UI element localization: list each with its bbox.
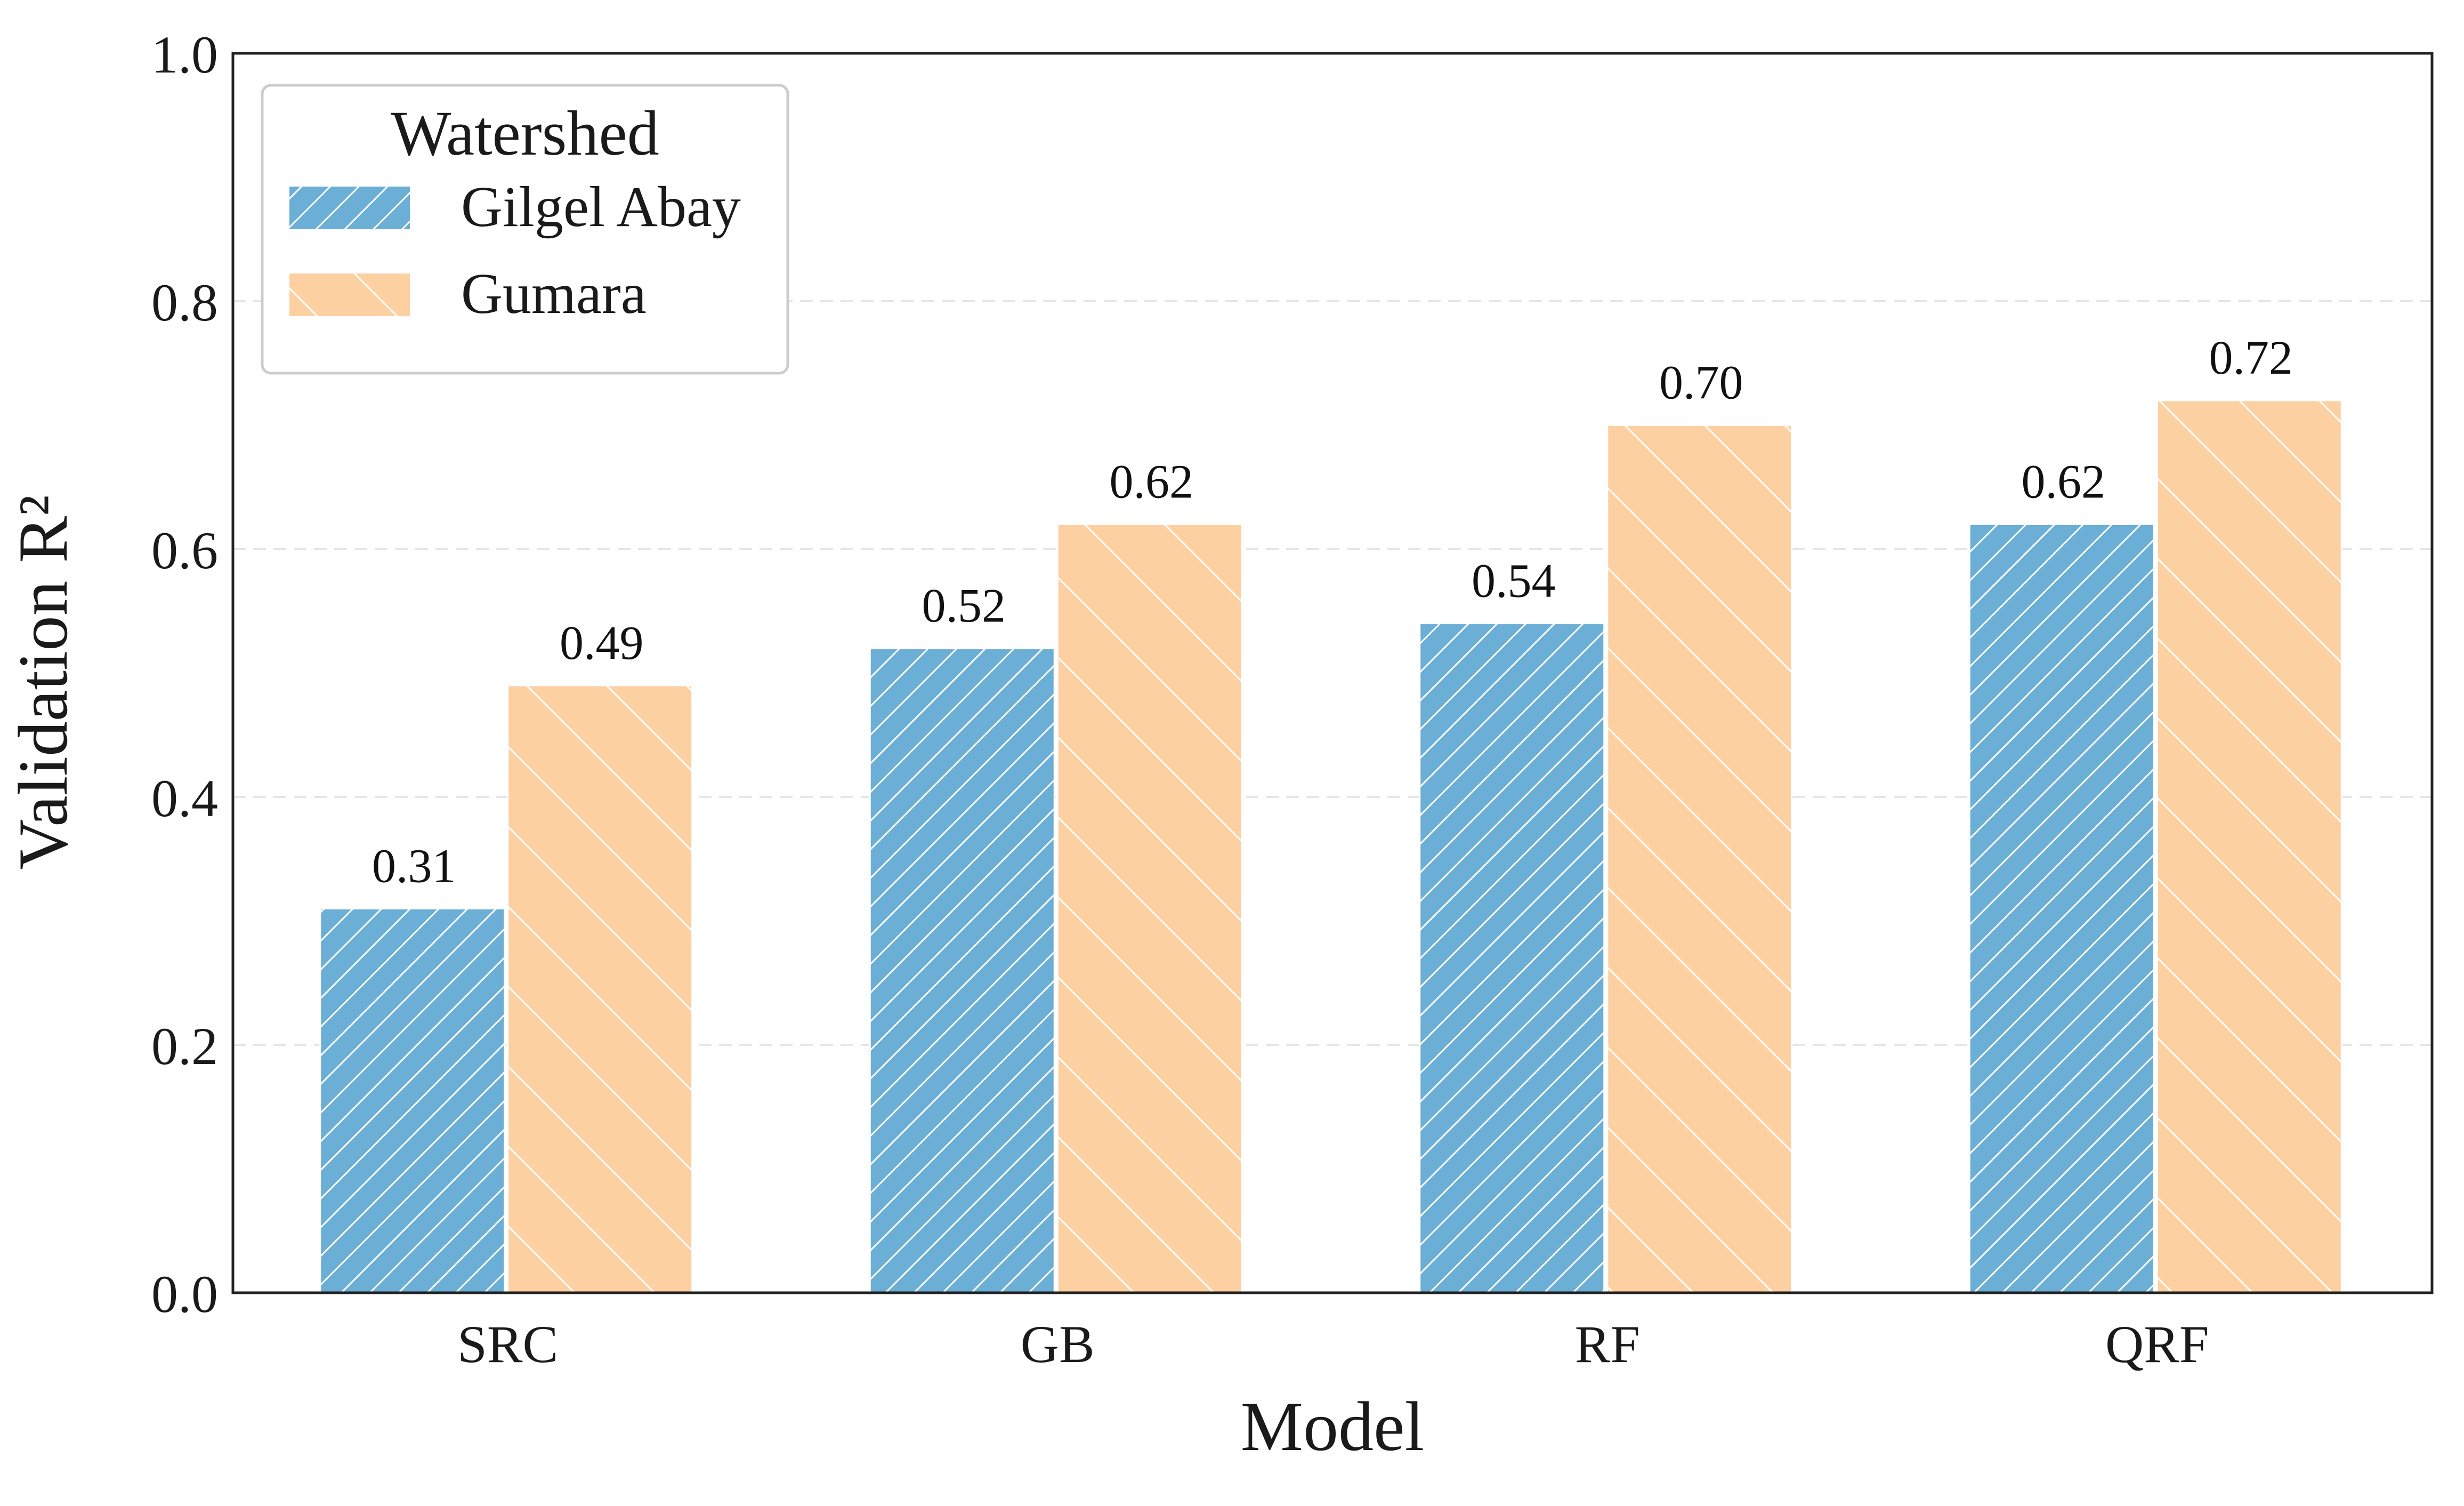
bar-gumara-qrf bbox=[2156, 399, 2342, 1294]
y-tick-label: 0.0 bbox=[151, 1265, 218, 1324]
legend-title: Watershed bbox=[391, 98, 659, 168]
y-tick-label: 0.8 bbox=[151, 273, 218, 332]
bar-gumara-src bbox=[507, 684, 693, 1294]
legend-entries: Gilgel Abay Gumara bbox=[289, 175, 741, 326]
y-tick-label: 0.6 bbox=[151, 521, 218, 580]
legend-swatch bbox=[289, 187, 410, 229]
bar-value-label: 0.31 bbox=[372, 840, 456, 892]
x-tick-label: QRF bbox=[2105, 1315, 2209, 1374]
plot-frame bbox=[231, 52, 2434, 1294]
y-tick-label: 0.4 bbox=[151, 769, 218, 828]
legend: Watershed Gilgel Abay Gumara bbox=[261, 84, 789, 375]
bar-gilgel-abay-qrf bbox=[1968, 524, 2155, 1294]
bar-value-label: 0.54 bbox=[1472, 555, 1556, 608]
bar-value-label: 0.62 bbox=[1110, 456, 1194, 509]
x-tick-label: RF bbox=[1575, 1315, 1640, 1374]
legend-swatch bbox=[289, 273, 410, 316]
data-labels: 0.31 0.49 0.52 0.62 0.54 0.70 0.62 0.72 bbox=[372, 332, 2293, 892]
y-axis-title: Validation R² bbox=[4, 495, 82, 869]
x-axis-title: Model bbox=[1241, 1387, 1425, 1465]
y-tick-label: 1.0 bbox=[151, 25, 218, 84]
bar-gumara-gb bbox=[1056, 524, 1243, 1294]
bar-gilgel-abay-src bbox=[319, 907, 506, 1294]
bar-value-label: 0.52 bbox=[922, 579, 1006, 632]
bar-value-label: 0.62 bbox=[2022, 456, 2106, 509]
bar-value-label: 0.70 bbox=[1659, 357, 1743, 409]
bar-value-label: 0.49 bbox=[560, 617, 644, 670]
x-axis-ticks: SRC GB RF QRF bbox=[457, 1315, 2209, 1374]
legend-label: Gilgel Abay bbox=[461, 175, 741, 239]
bar-value-label: 0.72 bbox=[2209, 332, 2293, 384]
y-axis-ticks: 0.0 0.2 0.4 0.6 0.8 1.0 bbox=[151, 25, 218, 1324]
x-tick-label: SRC bbox=[457, 1315, 558, 1374]
bar-gumara-rf bbox=[1606, 424, 1793, 1294]
y-tick-label: 0.2 bbox=[151, 1017, 218, 1076]
x-tick-label: GB bbox=[1021, 1315, 1095, 1374]
bar-gilgel-abay-rf bbox=[1419, 623, 1605, 1294]
bar-gilgel-abay-gb bbox=[869, 647, 1055, 1294]
bars bbox=[319, 399, 2342, 1294]
legend-label: Gumara bbox=[461, 262, 647, 326]
